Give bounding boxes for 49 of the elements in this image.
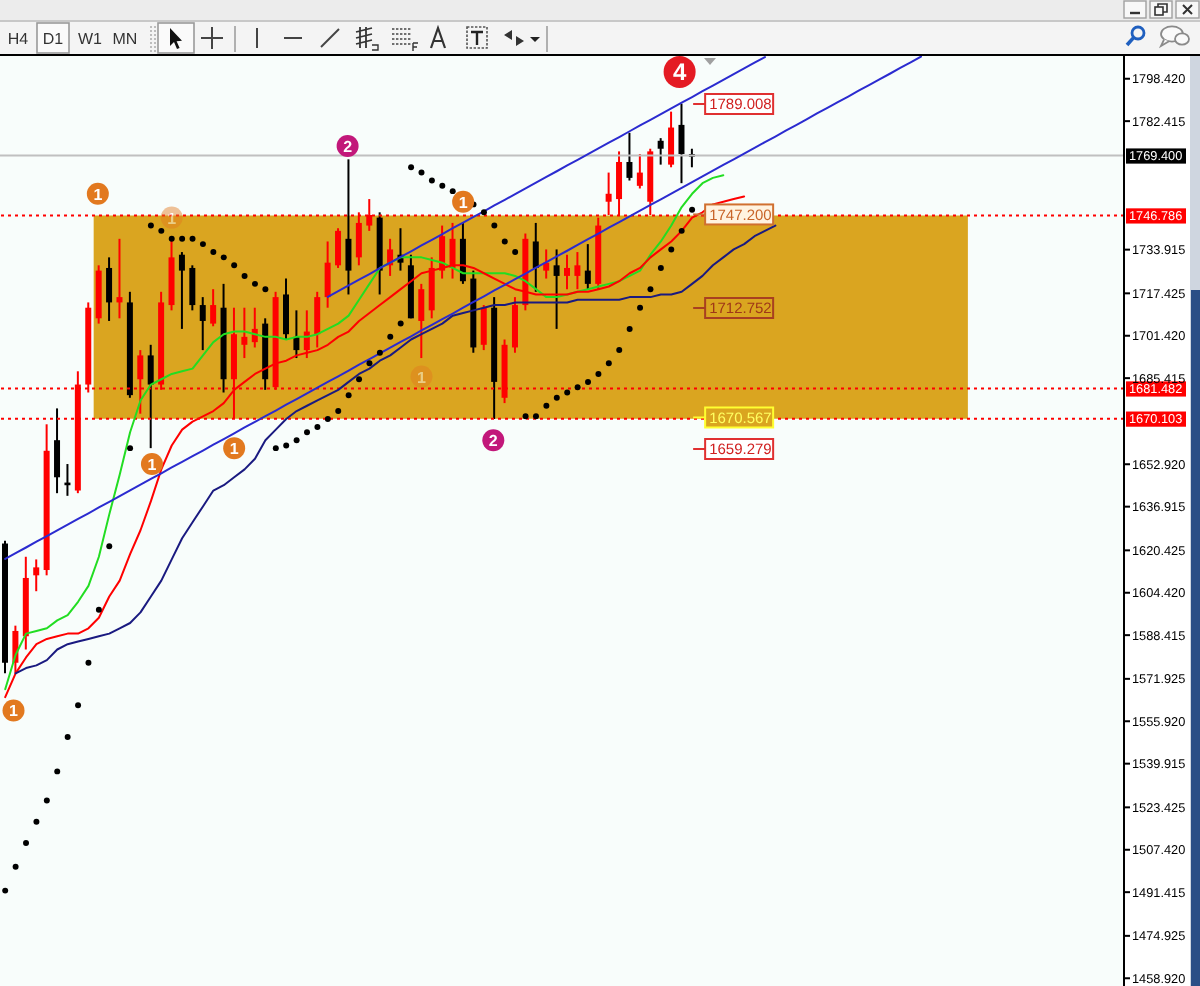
candlestick [605, 171, 612, 216]
candlestick [564, 253, 570, 291]
candlestick [345, 158, 352, 296]
candlestick [199, 296, 206, 352]
candlestick [168, 237, 175, 312]
candlestick [210, 288, 217, 328]
candlestick [657, 137, 664, 166]
annotation: 1 [9, 702, 20, 721]
annotation: 2 [488, 432, 499, 451]
text: MN [112, 30, 138, 48]
candlestick [543, 248, 550, 280]
candlestick [532, 221, 539, 293]
candlestick [418, 282, 425, 360]
candlestick [283, 277, 289, 341]
candlestick [428, 256, 435, 320]
line-series [4, 56, 923, 560]
text: H4 [7, 30, 30, 48]
candlestick [574, 251, 581, 291]
candlestick [553, 248, 560, 330]
candlestick [668, 110, 675, 169]
candlestick [449, 221, 456, 280]
candlestick [147, 343, 154, 450]
candlestick [335, 227, 342, 269]
candlestick [626, 131, 633, 182]
candlestick [480, 304, 487, 352]
candlestick [584, 243, 591, 291]
annotation: 1 [229, 440, 240, 459]
candlestick [95, 264, 102, 325]
candlestick [324, 240, 331, 309]
candlestick [189, 264, 196, 312]
candlestick [293, 309, 300, 360]
annotation: 1 [93, 185, 104, 204]
candlestick [178, 251, 185, 330]
candlestick [314, 290, 321, 349]
annotation: 1 [417, 368, 428, 387]
candlestick [33, 558, 40, 593]
annotation: 1 [458, 193, 469, 212]
candlestick [116, 237, 123, 320]
candlestick [241, 306, 248, 360]
annotation: 1 [147, 456, 158, 475]
text: W1 [78, 30, 104, 48]
annotation: 4 [672, 57, 687, 86]
candlestick [636, 153, 643, 190]
candlestick [54, 407, 61, 495]
annotation: 2 [343, 138, 354, 157]
candlestick [511, 296, 518, 354]
candlestick [106, 256, 113, 322]
candlestick [678, 102, 685, 185]
text: D1 [42, 30, 65, 48]
